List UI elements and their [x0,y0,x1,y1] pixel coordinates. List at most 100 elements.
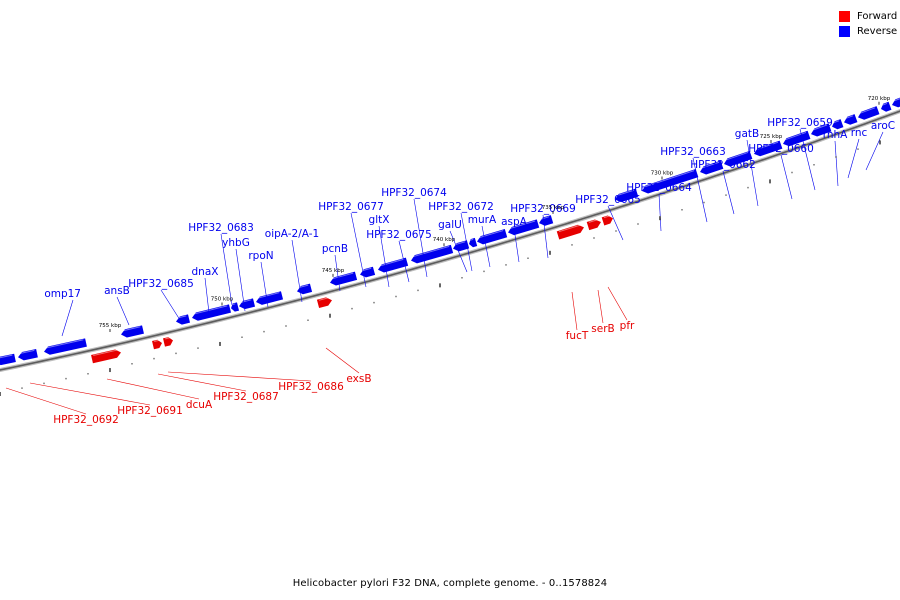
reverse-leader [235,248,246,312]
reverse-gene-label: HPF32_0663 [660,146,726,158]
legend-label-forward: Forward [857,11,898,22]
reverse-gene [43,338,87,355]
reverse-gene [831,119,844,130]
forward-gene-label: HPF32_0687 [213,391,279,403]
reverse-gene-label: pcnB [322,243,348,255]
forward-gene-label: HPF32_0692 [53,414,119,426]
reverse-leader [542,214,549,259]
reverse-gene-label: gatB [735,128,759,140]
forward-gene-label: HPF32_0691 [117,405,183,417]
legend-item-reverse: Reverse [839,24,897,39]
forward-gene [163,337,173,347]
reverse-gene [296,283,313,295]
reverse-gene [360,266,376,278]
reverse-gene [378,257,409,273]
forward-leader [167,371,312,382]
reverse-gene [410,244,454,264]
forward-gene [152,339,163,350]
scale-tick-label: 730 kbp [651,171,674,177]
reverse-leader [780,154,793,200]
forward-gene-label: HPF32_0686 [278,381,344,393]
reverse-leader [160,289,181,321]
forward-leader [157,373,247,392]
scale-tick-label: 725 kbp [760,134,783,140]
reverse-leader [481,225,491,268]
reverse-gene [843,114,858,125]
reverse-gene [231,302,240,312]
reverse-gene-label: HPF32_0662 [690,159,756,171]
reverse-leader [607,205,624,241]
reverse-gene [723,150,753,167]
reverse-leader [61,299,74,337]
reverse-gene [881,101,892,112]
reverse-gene-label: HPF32_0665 [575,194,641,206]
reverse-gene-label: dnaX [192,266,219,278]
forward-gene-label: exsB [346,373,371,385]
reverse-leader [865,131,884,171]
reverse-gene [508,219,540,236]
reverse-gene [539,215,554,226]
reverse-gene-label: HPF32_0683 [188,222,254,234]
forward-gene-label: dcuA [186,399,213,411]
scale-tick-label: 745 kbp [322,268,345,274]
reverse-gene-label: rnc [851,127,868,139]
reverse-gene [891,96,900,108]
legend: Forward Reverse [839,9,897,39]
forward-gene-label: fucT [566,330,589,342]
reverse-leader [334,254,341,292]
reverse-gene [810,123,832,137]
reverse-leader [413,198,428,278]
forward-leader [106,378,200,400]
reverse-gene [782,130,811,147]
reverse-leader [658,193,662,232]
reverse-leader [204,277,210,314]
reverse-gene-label: ansB [104,285,130,297]
legend-item-forward: Forward [839,9,897,24]
reverse-gene [121,325,144,338]
reverse-leader [350,212,367,288]
forward-leader [597,289,604,324]
forward-gene-label: pfr [620,320,635,332]
reverse-leader [116,296,130,326]
scale-tick-label: 720 kbp [868,96,891,102]
reverse-swatch [839,26,850,37]
reverse-leader [449,230,468,273]
reverse-gene-label: omp17 [44,288,81,300]
forward-gene [601,215,613,226]
reverse-gene-label: murA [468,214,497,226]
forward-leader [571,291,578,331]
reverse-leader [834,140,839,187]
reverse-leader [460,212,473,272]
reverse-gene-label: HPF32_0675 [366,229,432,241]
scale-tick-label: 740 kbp [433,237,456,243]
forward-leader [5,387,87,415]
reverse-gene-label: rnhA [823,129,848,141]
reverse-leader [722,170,735,215]
reverse-leader [847,138,860,179]
reverse-leader [799,128,816,191]
backbone-line [0,110,900,371]
reverse-gene [238,298,256,310]
reverse-gene-label: HPF32_0664 [626,182,692,194]
reverse-gene [699,160,724,175]
reverse-gene-label: rpoN [248,250,273,262]
reverse-gene-label: aroC [871,120,895,132]
reverse-gene-label: HPF32_0685 [128,278,194,290]
reverse-gene-label: HPF32_0672 [428,201,494,213]
reverse-leader [746,139,759,207]
forward-gene-label: serB [591,323,614,335]
reverse-gene-label: galU [438,219,462,231]
forward-gene [316,297,333,309]
forward-leader [29,382,151,406]
reverse-gene-label: HPF32_0677 [318,201,384,213]
reverse-gene [641,169,699,194]
reverse-leader [513,227,520,263]
forward-leader [325,347,360,374]
reverse-gene [18,349,38,361]
reverse-gene-label: oipA-2/A-1 [265,228,319,240]
reverse-leader [260,261,269,308]
forward-leader [607,286,628,321]
reverse-gene-label: HPF32_0674 [381,187,447,199]
reverse-gene-label: HPF32_0659 [767,117,833,129]
